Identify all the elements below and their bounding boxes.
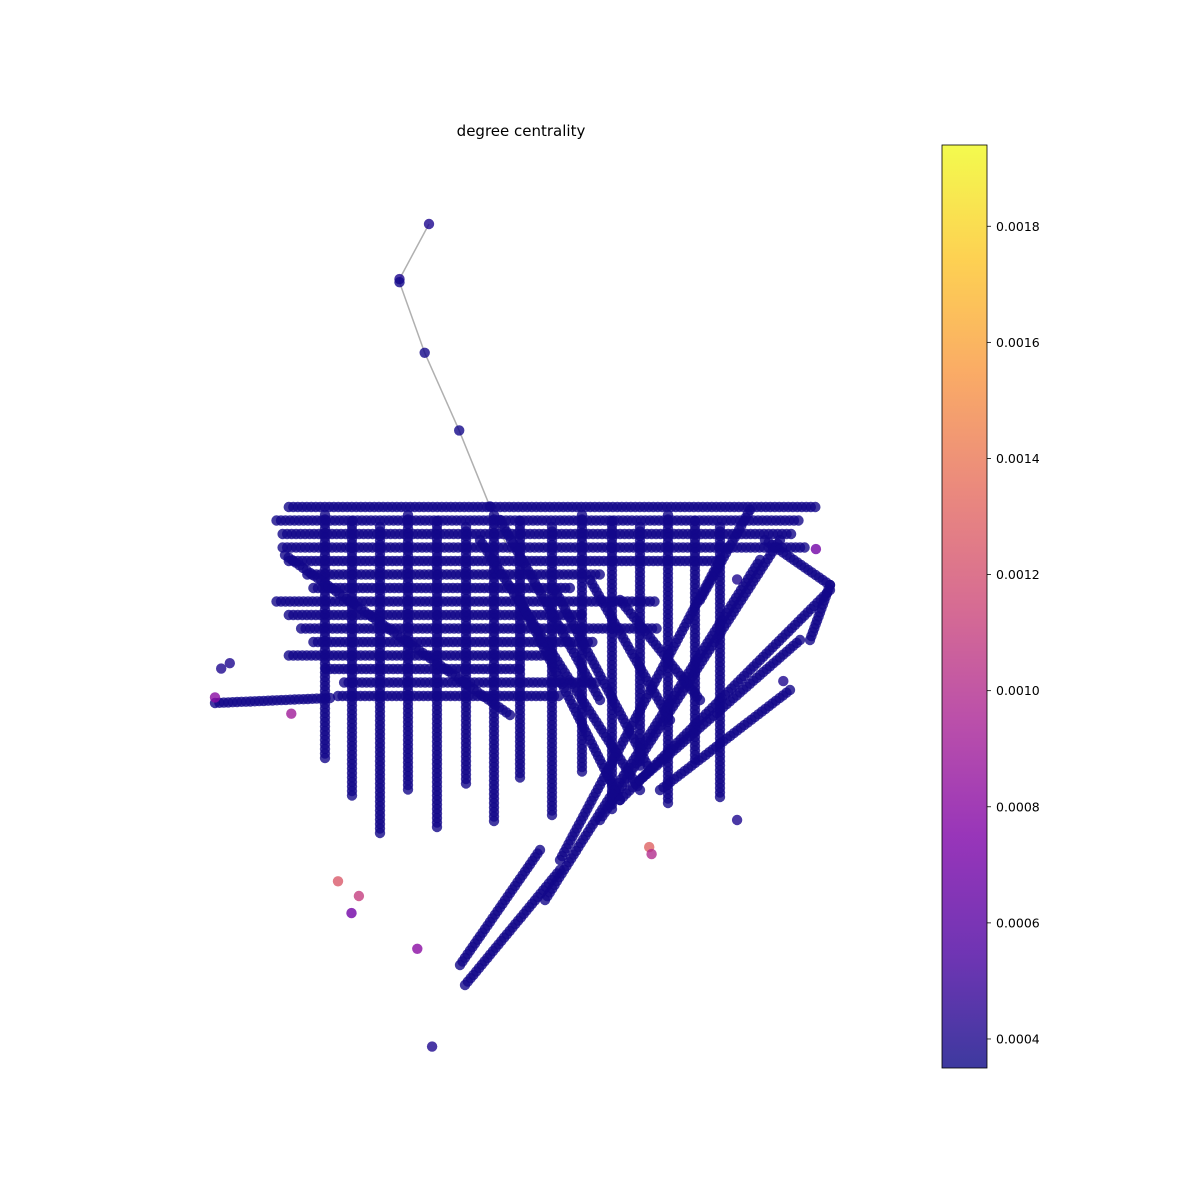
highlight-node	[353, 890, 365, 902]
highlight-node-layer	[209, 218, 822, 1052]
colorbar-tick-label: 0.0018	[996, 219, 1040, 234]
network-node	[799, 542, 810, 553]
node-layer	[209, 501, 836, 991]
network-node	[488, 815, 500, 827]
network-node	[804, 634, 816, 646]
network-node	[374, 827, 386, 839]
colorbar-frame	[941, 144, 988, 1069]
colorbar-tick-label: 0.0012	[996, 567, 1040, 582]
highlight-node	[778, 675, 789, 687]
edge	[398, 223, 430, 280]
highlight-node	[419, 347, 430, 358]
network-node	[649, 596, 660, 607]
network-node	[810, 501, 821, 513]
network-node	[785, 528, 797, 540]
highlight-node	[454, 425, 465, 436]
highlight-node	[286, 708, 297, 719]
network-node	[346, 790, 358, 801]
network-node	[564, 582, 576, 594]
network-node	[319, 752, 331, 764]
network-node	[694, 694, 706, 706]
highlight-node	[346, 907, 357, 919]
highlight-node	[810, 543, 822, 555]
network-node	[594, 694, 606, 706]
network-node	[654, 784, 666, 796]
colorbar-ticks: 0.0004 0.0006 0.0008 0.0010 0.0012 0.0014 0.00…	[987, 219, 1040, 1046]
colorbar-tick-label: 0.0014	[996, 451, 1040, 466]
edge	[398, 281, 426, 354]
network-node	[402, 784, 414, 795]
network-node	[454, 959, 466, 971]
network-node	[546, 809, 558, 821]
network-node	[793, 515, 804, 526]
highlight-node	[209, 692, 221, 703]
colorbar-tick-label: 0.0006	[996, 915, 1040, 930]
network-node	[431, 821, 443, 833]
colorbar-tick-label: 0.0010	[996, 683, 1040, 698]
highlight-node	[423, 218, 435, 230]
edge	[458, 430, 491, 507]
network-node	[460, 778, 472, 789]
chart-title: degree centrality	[457, 122, 586, 140]
highlight-node	[646, 848, 657, 860]
network-node	[504, 709, 516, 721]
highlight-node	[332, 876, 344, 887]
colorbar-gradient	[942, 145, 987, 1068]
colorbar: 0.0004 0.0006 0.0008 0.0010 0.0012 0.0014 0.00…	[941, 144, 1040, 1069]
highlight-node	[731, 814, 743, 826]
highlight-node	[394, 277, 405, 288]
edge	[424, 352, 460, 431]
network-node	[587, 636, 598, 648]
colorbar-tick-label: 0.0016	[996, 335, 1040, 350]
network-node	[576, 766, 588, 777]
network-node	[614, 794, 626, 806]
network-node	[594, 569, 605, 580]
network-node	[324, 692, 336, 704]
highlight-node	[412, 943, 423, 954]
network-node	[651, 623, 662, 634]
highlight-node	[224, 658, 235, 669]
network-node	[459, 979, 471, 991]
highlight-node	[216, 663, 227, 674]
highlight-node	[484, 501, 496, 512]
network-node	[514, 772, 526, 783]
network-node	[634, 774, 646, 786]
colorbar-tick-label: 0.0004	[996, 1031, 1040, 1046]
colorbar-tick-label: 0.0008	[996, 799, 1040, 814]
highlight-node	[426, 1041, 438, 1052]
highlight-node	[731, 574, 743, 585]
network-node	[554, 854, 566, 866]
network-node	[662, 797, 674, 809]
network-node	[714, 791, 726, 803]
